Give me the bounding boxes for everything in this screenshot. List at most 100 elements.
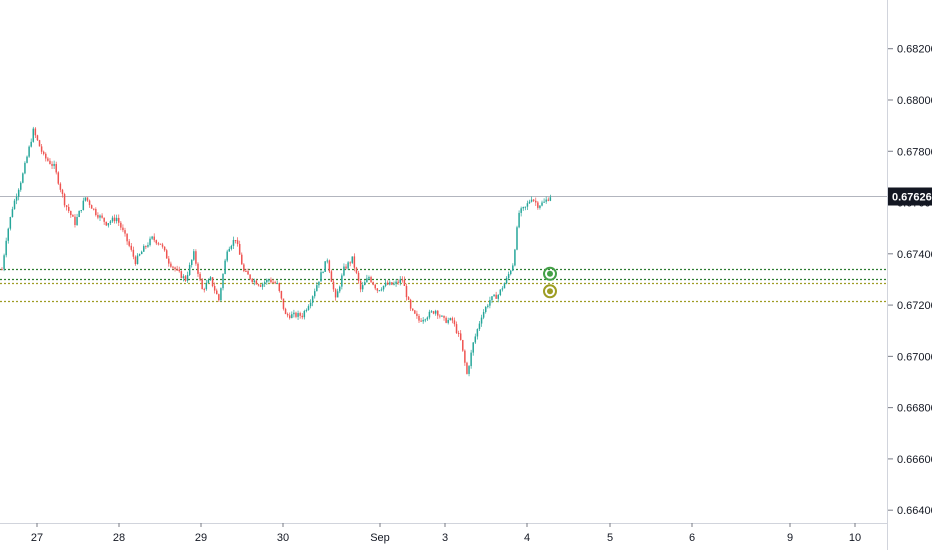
candle-body	[539, 205, 541, 208]
candle-body	[491, 296, 493, 301]
candle-body	[380, 289, 383, 291]
x-tick-label: 6	[689, 532, 695, 544]
candle-body	[109, 221, 112, 224]
candle-body	[147, 245, 149, 247]
candle-body	[376, 288, 379, 291]
candle-body	[180, 271, 183, 278]
candle-body	[370, 277, 372, 283]
candle-body	[547, 199, 550, 201]
last-price-text: 0.67626	[892, 192, 932, 204]
candle-body	[88, 200, 91, 206]
candle-body	[138, 254, 141, 256]
candle-body	[228, 248, 231, 252]
candle-body	[541, 202, 543, 206]
candle-body	[459, 333, 462, 340]
level-marker-dot	[547, 288, 553, 295]
candle-body	[30, 141, 32, 147]
last-price-badge	[888, 187, 932, 206]
x-tick-label: Sep	[370, 532, 390, 544]
candle-body	[186, 274, 189, 281]
candle-body	[393, 283, 395, 285]
candle-body	[280, 290, 283, 299]
candle-body	[445, 317, 447, 323]
candle-body	[343, 266, 345, 276]
candle-body	[391, 282, 393, 285]
candle-body	[505, 277, 508, 284]
candle-body	[447, 320, 449, 323]
candle-body	[195, 251, 197, 264]
candle-body	[478, 323, 481, 330]
candle-body	[9, 217, 12, 229]
candle-body	[355, 267, 358, 273]
candle-body	[61, 189, 64, 195]
candle-body	[7, 228, 10, 241]
candle-body	[263, 282, 266, 284]
candle-body	[537, 202, 539, 208]
candle-body	[218, 294, 220, 301]
candle-body	[190, 259, 193, 265]
candle-body	[259, 285, 262, 287]
candle-body	[216, 290, 218, 295]
candle-body	[503, 283, 506, 289]
time-axis[interactable]: 27 28 29 30 Sep 3 4 5 6 9 10	[31, 523, 861, 544]
candle-body	[543, 201, 545, 203]
candle-body	[113, 217, 116, 222]
candle-body	[120, 222, 122, 228]
candle-body	[249, 274, 251, 279]
candle-body	[320, 272, 322, 282]
candle-body	[24, 162, 26, 174]
candle-body	[487, 305, 489, 307]
candle-body	[170, 263, 172, 267]
candle-body	[422, 319, 424, 322]
candle-body	[92, 208, 95, 210]
candle-body	[122, 227, 124, 231]
candle-body	[328, 260, 331, 272]
candle-body	[468, 366, 470, 374]
candle-body	[32, 128, 35, 142]
candle-body	[307, 306, 310, 310]
candle-body	[199, 273, 201, 280]
candle-body	[497, 294, 499, 299]
x-tick-label: 27	[31, 532, 43, 544]
candle-body	[351, 256, 354, 263]
candle-body	[99, 215, 101, 218]
candle-body	[17, 189, 20, 197]
candle-body	[405, 285, 408, 298]
candle-body	[251, 278, 253, 282]
candle-body	[272, 282, 274, 284]
candle-body	[201, 279, 203, 290]
candle-body	[526, 203, 529, 207]
candle-body	[182, 276, 185, 278]
candle-body	[518, 212, 520, 228]
candle-body	[268, 279, 270, 281]
candle-body	[74, 216, 76, 225]
candlestick-series	[1, 126, 552, 377]
candle-body	[516, 227, 518, 250]
candle-body	[276, 282, 278, 284]
candle-body	[11, 209, 14, 218]
candle-body	[124, 230, 126, 234]
candle-body	[155, 240, 158, 244]
candle-body	[411, 308, 414, 311]
candle-body	[282, 298, 285, 309]
candle-body	[332, 281, 335, 290]
candle-body	[95, 209, 97, 215]
candle-body	[67, 206, 70, 211]
candle-body	[545, 199, 547, 202]
candle-body	[72, 215, 74, 217]
candle-body	[482, 312, 485, 318]
candle-body	[47, 158, 49, 161]
candle-body	[357, 272, 360, 281]
candle-body	[153, 236, 155, 241]
candle-body	[34, 128, 37, 136]
candle-body	[101, 215, 103, 218]
x-tick-label: 3	[442, 532, 448, 544]
